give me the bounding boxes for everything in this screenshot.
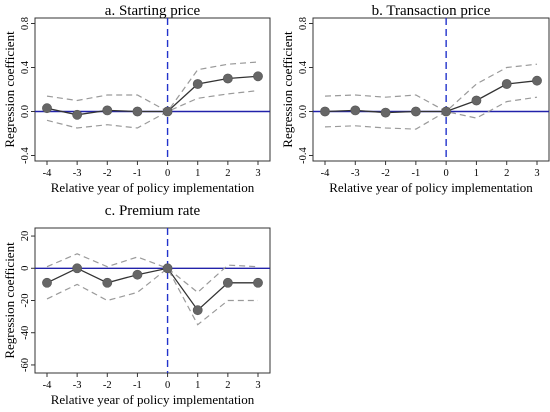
estimate-point bbox=[192, 305, 203, 316]
estimate-point bbox=[192, 79, 203, 89]
y-axis-label: Regression coefficient bbox=[2, 242, 17, 359]
estimate-point bbox=[380, 107, 391, 118]
estimate-point bbox=[532, 75, 542, 86]
ci-upper-line bbox=[46, 253, 259, 294]
chart-title: c. Premium rate bbox=[105, 203, 201, 219]
x-axis-label: Relative year of policy implementation bbox=[51, 180, 255, 195]
estimate-point bbox=[441, 106, 452, 117]
ci-upper-line bbox=[324, 63, 538, 113]
y-tick-label: 0.4 bbox=[298, 60, 309, 74]
chart-title: a. Starting price bbox=[105, 3, 201, 19]
estimate-point bbox=[253, 71, 263, 82]
x-tick-label: -1 bbox=[133, 380, 142, 391]
estimate-line bbox=[324, 80, 538, 114]
x-tick-label: 1 bbox=[474, 168, 479, 179]
y-tick-label: -20 bbox=[20, 294, 31, 308]
estimate-point bbox=[222, 73, 233, 84]
x-tick-label: 3 bbox=[534, 168, 539, 179]
x-axis-label: Relative year of policy implementation bbox=[329, 180, 533, 195]
x-tick-label: -2 bbox=[381, 168, 390, 179]
y-tick-label: -40 bbox=[20, 326, 31, 340]
x-tick-label: 2 bbox=[504, 168, 509, 179]
estimate-point bbox=[102, 277, 113, 288]
x-tick-label: 0 bbox=[444, 168, 449, 179]
x-tick-label: -4 bbox=[321, 168, 330, 179]
estimate-point bbox=[132, 106, 143, 117]
estimate-point bbox=[72, 263, 83, 274]
estimate-point bbox=[350, 105, 361, 116]
estimate-point bbox=[410, 106, 421, 117]
plot-frame bbox=[312, 17, 550, 162]
x-tick-label: -1 bbox=[133, 168, 142, 179]
estimate-point bbox=[222, 277, 233, 288]
x-tick-label: 3 bbox=[255, 168, 260, 179]
x-tick-label: -4 bbox=[43, 380, 52, 391]
ci-lower-line bbox=[46, 90, 259, 129]
x-tick-label: -2 bbox=[103, 380, 112, 391]
y-tick-label: 0.8 bbox=[20, 17, 31, 30]
y-tick-label: -0.4 bbox=[20, 146, 31, 163]
x-tick-label: 0 bbox=[165, 168, 170, 179]
estimate-point bbox=[102, 105, 113, 116]
x-tick-label: 2 bbox=[225, 168, 230, 179]
x-tick-label: -1 bbox=[411, 168, 420, 179]
ci-upper-line bbox=[46, 61, 259, 113]
y-tick-label: 0 bbox=[20, 266, 31, 271]
y-tick-label: -60 bbox=[20, 358, 31, 372]
estimate-point bbox=[501, 79, 512, 89]
x-tick-label: -3 bbox=[73, 380, 82, 391]
x-tick-label: 1 bbox=[195, 168, 200, 179]
panel-2: b. Transaction price -0.4 0.0 0.4 0.8 -4 -3 -2 -… bbox=[280, 3, 550, 195]
estimate-point bbox=[162, 106, 173, 117]
plot-frame bbox=[34, 17, 271, 162]
x-tick-label: 3 bbox=[255, 380, 260, 391]
plot-frame bbox=[34, 227, 271, 374]
x-tick-label: 2 bbox=[225, 380, 230, 391]
estimate-point bbox=[320, 106, 330, 117]
y-tick-label: 0.8 bbox=[298, 17, 309, 30]
estimate-point bbox=[132, 269, 143, 280]
y-tick-label: 0.0 bbox=[298, 105, 309, 118]
x-axis-label: Relative year of policy implementation bbox=[51, 392, 255, 407]
y-tick-label: 0.4 bbox=[20, 60, 31, 74]
ci-lower-line bbox=[46, 267, 258, 326]
estimate-point bbox=[162, 263, 173, 274]
estimate-line bbox=[46, 267, 258, 312]
estimate-point bbox=[253, 277, 263, 288]
x-tick-label: 1 bbox=[195, 380, 200, 391]
x-tick-label: -2 bbox=[103, 168, 112, 179]
x-tick-label: -3 bbox=[73, 168, 82, 179]
estimate-point bbox=[471, 95, 482, 106]
y-axis-label: Regression coefficient bbox=[280, 31, 295, 148]
panel-1: a. Starting price -0.4 0.0 0.4 0.8 -4 -3 -2 -1 0 1… bbox=[2, 3, 271, 195]
y-tick-label: 0.0 bbox=[20, 105, 31, 118]
y-tick-label: 20 bbox=[20, 231, 31, 242]
estimate-line bbox=[46, 75, 259, 116]
x-tick-label: 0 bbox=[165, 380, 170, 391]
y-tick-label: -0.4 bbox=[298, 146, 309, 163]
estimate-point bbox=[72, 109, 83, 120]
estimate-point bbox=[42, 277, 52, 288]
estimate-point bbox=[42, 103, 52, 114]
y-axis-label: Regression coefficient bbox=[2, 31, 17, 148]
x-tick-label: -3 bbox=[351, 168, 360, 179]
ci-lower-line bbox=[324, 96, 538, 130]
chart-title: b. Transaction price bbox=[372, 3, 491, 19]
x-tick-label: -4 bbox=[43, 168, 52, 179]
